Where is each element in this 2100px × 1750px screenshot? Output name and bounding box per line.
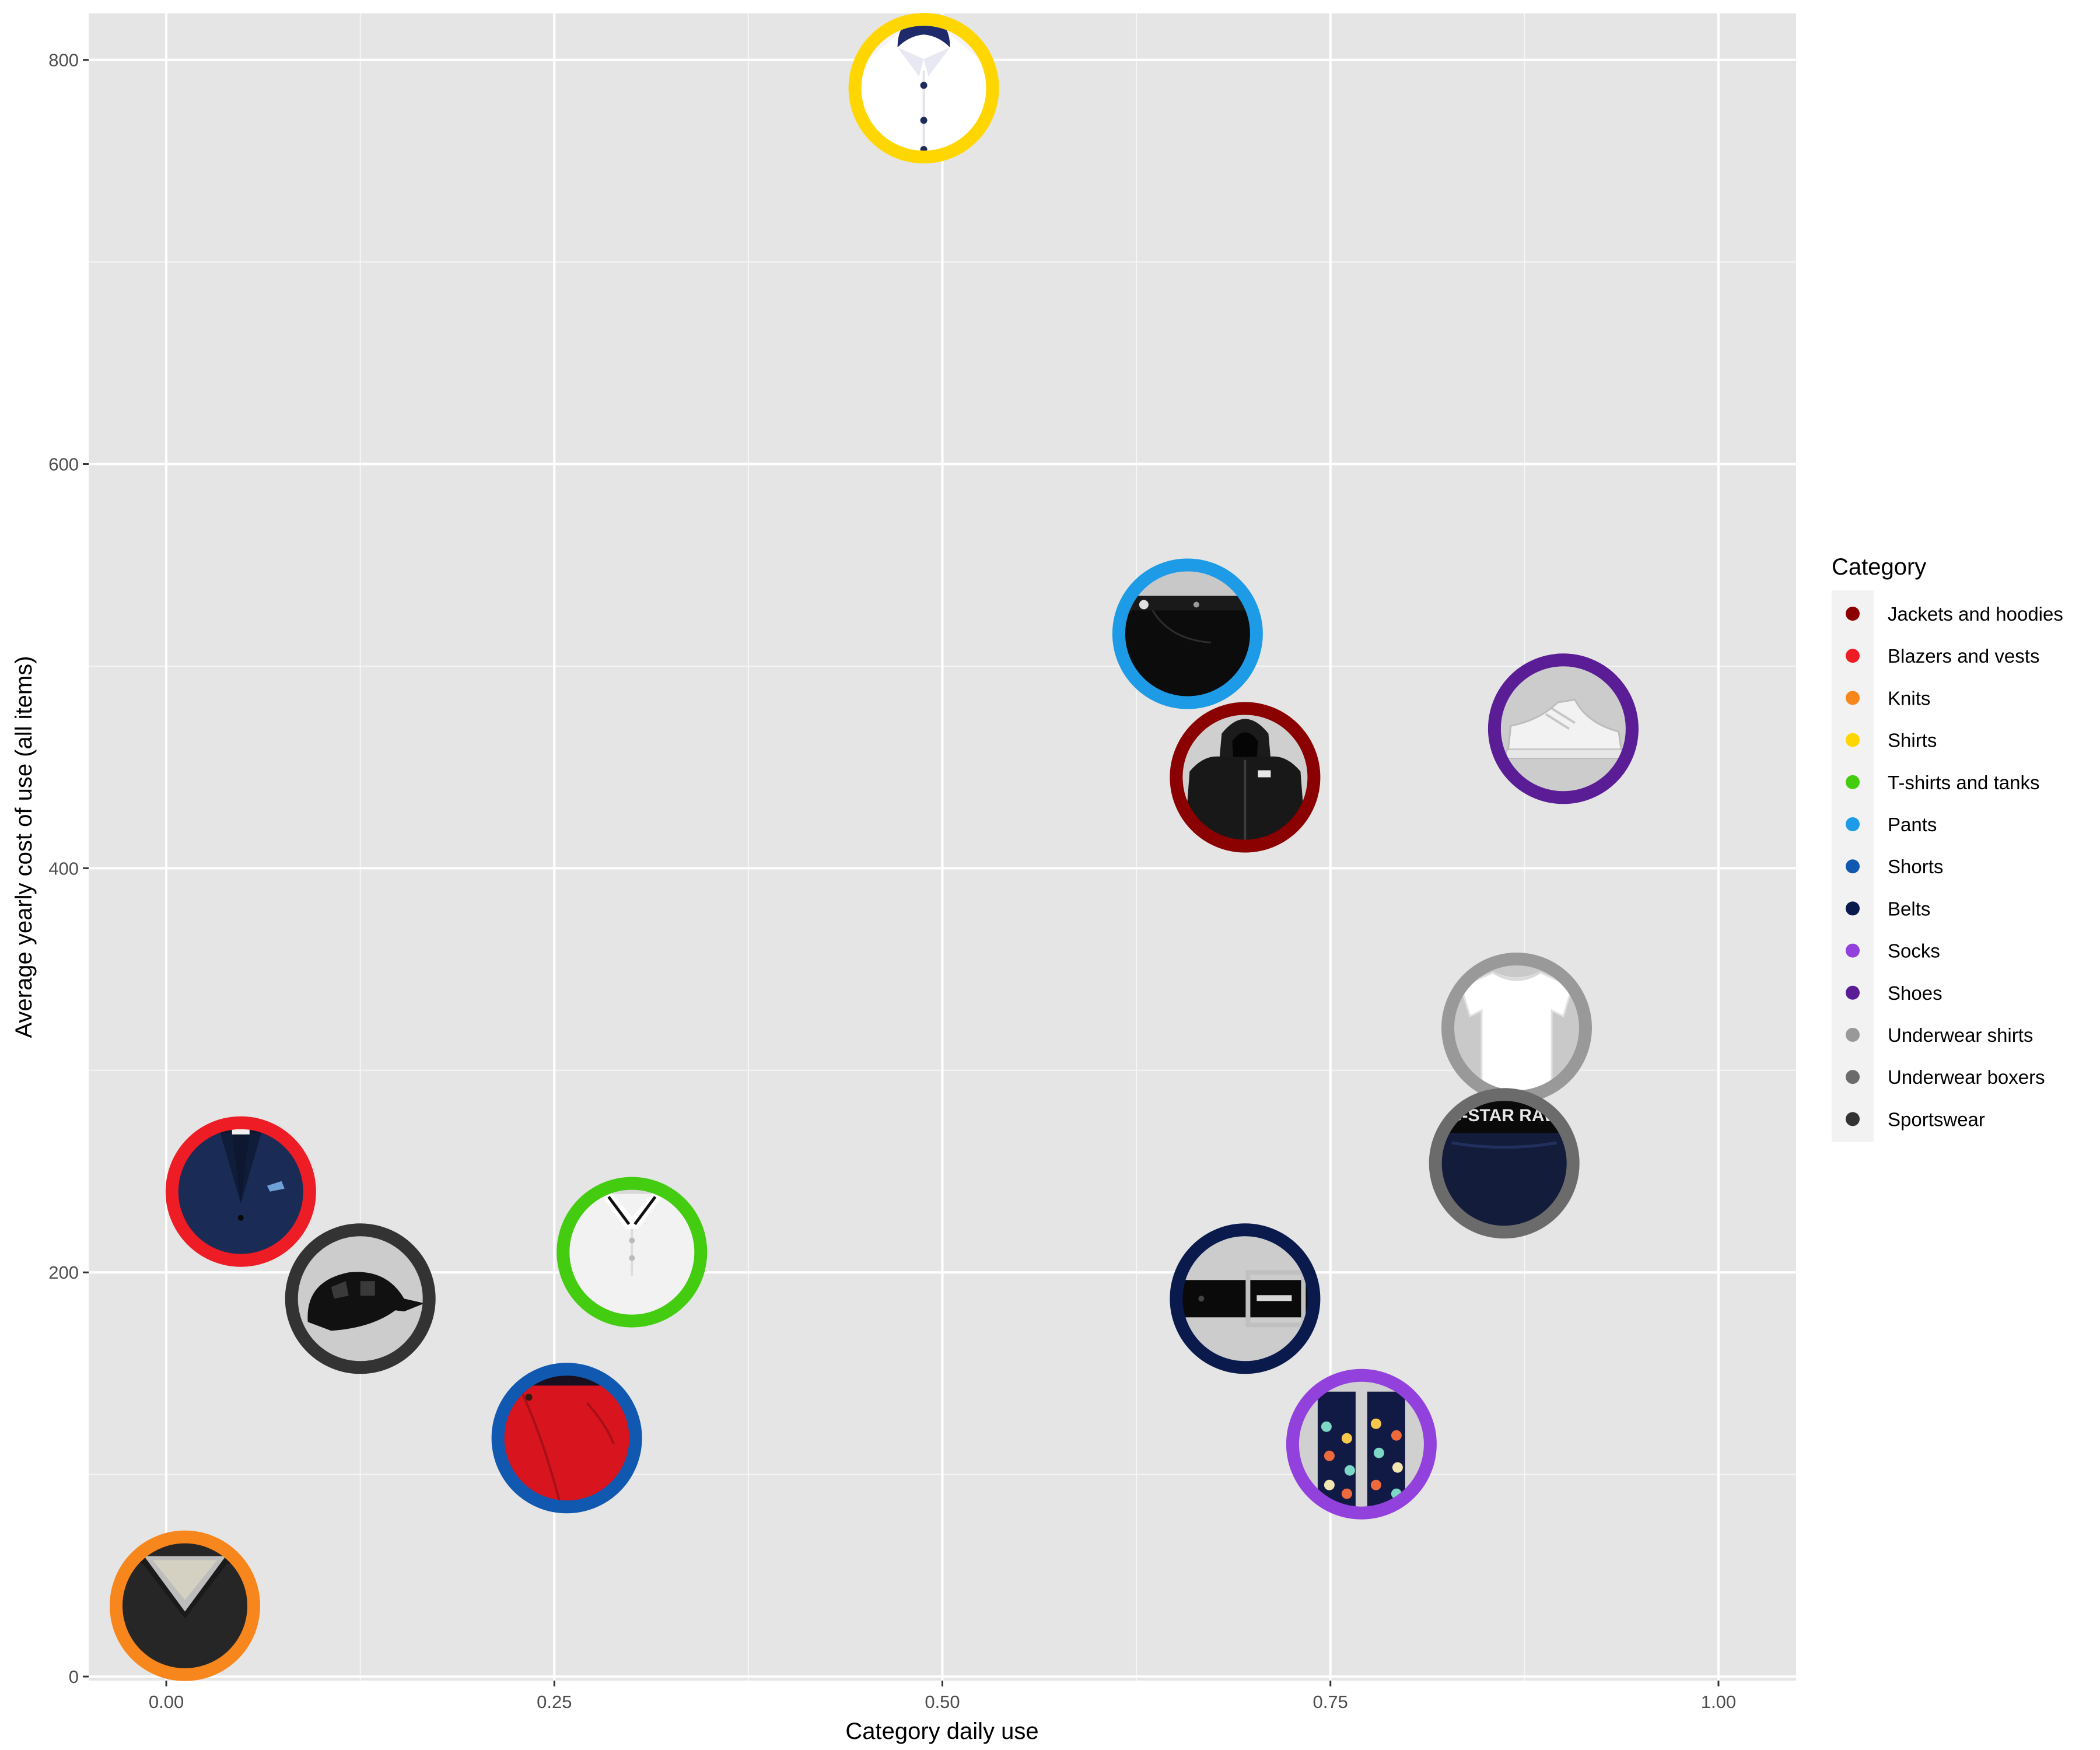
data-point-ring [491, 1363, 642, 1514]
data-point-ring [1429, 1088, 1580, 1239]
legend-entry: Blazers and vests [1846, 645, 2039, 667]
data-point-ring [165, 1116, 316, 1267]
legend-entry: Pants [1846, 814, 1937, 835]
legend-key [1846, 607, 1860, 621]
legend-label: Blazers and vests [1888, 645, 2039, 667]
data-point [165, 1116, 316, 1267]
data-point-ring [1170, 702, 1321, 853]
x-axis-title: Category daily use [845, 1718, 1038, 1744]
y-tick-label: 200 [48, 1262, 79, 1283]
data-point [556, 1177, 708, 1328]
legend-label: Pants [1888, 814, 1937, 835]
data-point [285, 1223, 436, 1374]
y-tick-label: 800 [48, 50, 79, 71]
legend-entry: Sportswear [1846, 1108, 1985, 1130]
legend-key [1846, 733, 1860, 747]
data-point-ring [1170, 1223, 1321, 1374]
x-tick-label: 0.25 [537, 1692, 572, 1712]
legend-label: Belts [1888, 898, 1930, 919]
data-point [110, 1530, 260, 1681]
data-point-ring [285, 1223, 436, 1374]
legend: Category Jackets and hoodies Blazers and … [1832, 554, 2063, 1142]
legend-key [1846, 1028, 1860, 1042]
x-axis: 0.00 0.25 0.50 0.75 1.00 [149, 1681, 1736, 1712]
data-point [1488, 653, 1639, 804]
y-tick-label: 0 [69, 1667, 79, 1687]
legend-key [1846, 943, 1860, 958]
data-point-ring [110, 1530, 260, 1681]
data-point-ring [1488, 653, 1639, 804]
data-point [848, 13, 999, 164]
data-points: G-STAR RAW [110, 13, 1639, 1681]
data-point-ring [556, 1177, 708, 1328]
legend-entry: Belts [1846, 898, 1930, 919]
y-tick-label: 600 [48, 454, 79, 475]
legend-entry: Jackets and hoodies [1846, 603, 2063, 625]
legend-entry: Underwear shirts [1846, 1024, 2033, 1046]
legend-key [1846, 985, 1860, 1000]
legend-entry: Underwear boxers [1846, 1066, 2045, 1088]
legend-key [1846, 649, 1860, 663]
legend-entry: Shoes [1846, 982, 1943, 1004]
legend-entries: Jackets and hoodies Blazers and vests Knit… [1846, 603, 2063, 1130]
legend-key [1846, 817, 1860, 831]
data-point: G-STAR RAW [1429, 1088, 1580, 1239]
legend-key [1846, 1112, 1860, 1126]
legend-label: Jackets and hoodies [1888, 603, 2063, 625]
legend-entry: Shorts [1846, 856, 1943, 877]
legend-entry: Shirts [1846, 730, 1937, 751]
legend-label: Knits [1888, 687, 1930, 709]
legend-key [1846, 901, 1860, 916]
x-tick-label: 0.75 [1313, 1692, 1348, 1712]
legend-label: T-shirts and tanks [1888, 772, 2039, 793]
legend-label: Underwear shirts [1888, 1024, 2033, 1046]
legend-key [1846, 859, 1860, 874]
data-point [1286, 1368, 1437, 1520]
legend-entry: Socks [1846, 940, 1940, 962]
legend-title: Category [1832, 554, 1926, 580]
y-axis-title: Average yearly cost of use (all items) [11, 656, 37, 1038]
legend-label: Socks [1888, 940, 1940, 962]
x-tick-label: 0.00 [149, 1692, 184, 1712]
legend-entry: T-shirts and tanks [1846, 772, 2039, 793]
legend-label: Shirts [1888, 730, 1937, 751]
legend-label: Shoes [1888, 982, 1943, 1004]
y-axis: 0 200 400 600 800 [48, 50, 89, 1687]
data-point [1170, 702, 1321, 853]
legend-key [1846, 775, 1860, 789]
legend-label: Shorts [1888, 856, 1943, 877]
legend-label: Sportswear [1888, 1108, 1985, 1130]
data-point-ring [1286, 1368, 1437, 1520]
data-point [1441, 953, 1592, 1103]
legend-key [1846, 691, 1860, 705]
data-point [1112, 558, 1263, 709]
data-point [491, 1363, 642, 1514]
legend-entry: Knits [1846, 687, 1930, 709]
y-tick-label: 400 [48, 858, 79, 878]
data-point [1170, 1223, 1321, 1374]
legend-label: Underwear boxers [1888, 1066, 2045, 1088]
data-point-ring [848, 13, 999, 164]
x-tick-label: 0.50 [925, 1692, 960, 1712]
legend-key [1846, 1070, 1860, 1084]
data-point-ring [1112, 558, 1263, 709]
x-tick-label: 1.00 [1701, 1692, 1736, 1712]
